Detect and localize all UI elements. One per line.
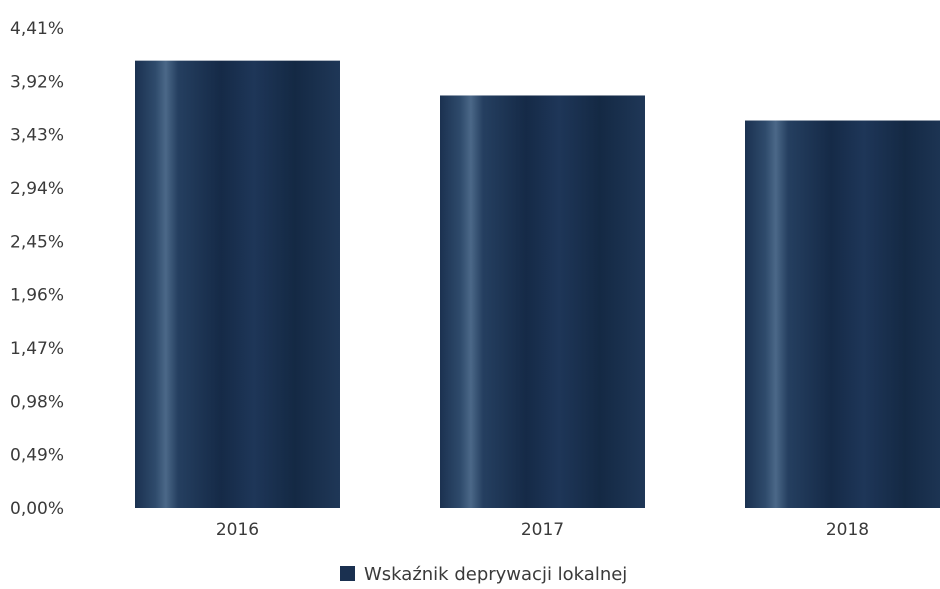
y-tick-label: 2,45% [10,232,64,252]
x-tick-label: 2017 [521,520,564,540]
y-tick-label: 0,00% [10,499,64,519]
x-tick-label: 2016 [216,520,259,540]
legend: Wskaźnik deprywacji lokalnej [340,564,627,585]
bar-2017 [440,95,645,508]
y-tick-label: 3,43% [10,126,64,146]
bar-2018 [745,120,940,509]
y-tick-label: 2,94% [10,179,64,199]
bar-2016 [135,60,340,508]
y-tick-label: 1,47% [10,339,64,359]
y-tick-label: 0,49% [10,446,64,466]
legend-swatch [340,566,355,581]
x-axis-labels: 2016 2017 2018 [216,520,869,540]
y-tick-label: 4,41% [10,19,64,39]
legend-label: Wskaźnik deprywacji lokalnej [364,564,627,585]
y-tick-label: 3,92% [10,72,64,92]
y-tick-label: 1,96% [10,286,64,306]
y-axis-ticks: 0,00% 0,49% 0,98% 1,47% 1,96% 2,45% 2,94% 3,43%… [10,19,64,519]
bars [135,60,940,509]
x-tick-label: 2018 [826,520,869,540]
y-tick-label: 0,98% [10,392,64,412]
